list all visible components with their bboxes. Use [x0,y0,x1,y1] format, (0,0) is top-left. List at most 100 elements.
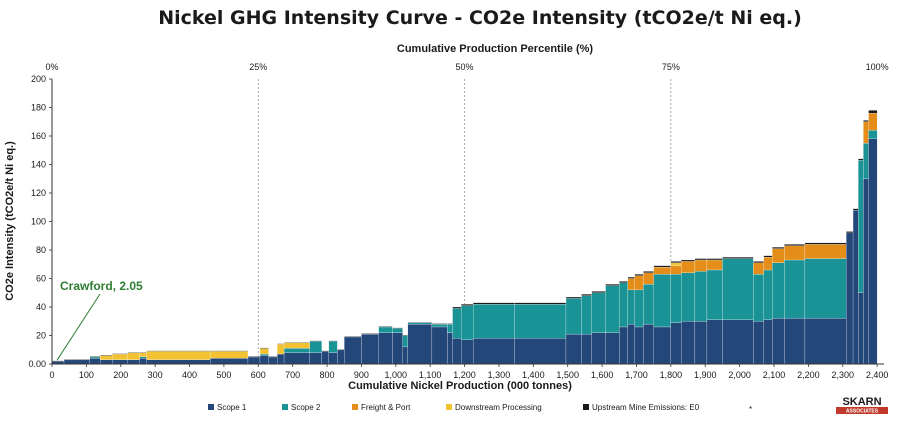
bar-segment-scope1 [763,319,773,365]
bar-segment-scope1 [627,323,635,365]
bar-segment-scope1 [452,338,462,365]
x-tick-label: 200 [113,370,128,380]
bar-segment-scope1 [473,338,515,365]
bar-segment-upstream [452,306,462,309]
bar-segment-scope1 [139,358,147,365]
bar-segment-scope1 [112,359,128,365]
bar-segment-scope1 [378,332,393,365]
bar-segment-scope1 [344,336,362,365]
bar-segment-scope1 [653,326,671,365]
x-tick-label: 1,100 [419,370,442,380]
x2-axis-title: Cumulative Production Percentile (%) [397,43,594,55]
bar-segment-upstream [670,261,682,263]
bar-segment-scope1 [670,322,682,365]
bar-segment-scope1 [772,318,785,365]
y-tick-label: 100 [31,217,46,227]
bar-segment-upstream [259,347,269,349]
bar-segment-downstream [112,353,128,360]
bar-segment-scope1 [784,318,806,365]
bar-segment-scope1 [146,359,211,365]
bar-segment-upstream [321,350,329,352]
bar-segment-scope2 [514,304,567,339]
x-tick-label: 800 [320,370,335,380]
percentile-tick-label: 0% [45,62,58,72]
bar-segment-scope2 [283,348,310,353]
axes [49,78,884,367]
bar-segment-scope1 [753,321,764,365]
bar-segment-downstream [277,343,285,355]
bar-segment-downstream [146,351,211,360]
bar-segment-downstream [139,352,147,358]
bar-segment-upstream [605,284,620,286]
bar-segment-upstream [283,342,310,343]
bar-segment-scope1 [283,352,310,365]
bar-segment-scope2 [605,285,620,333]
bar-segment-scope2 [328,341,338,353]
bar-segment-scope1 [247,356,261,365]
x-tick-label: 1,800 [660,370,683,380]
bar-segment-upstream [407,321,433,323]
y-tick-label: 120 [31,188,46,198]
legend-swatch-upstream [583,404,589,410]
bar-segment-downstream [259,348,269,355]
skarn-logo: SKARN ASSOCIATES [836,396,888,415]
bar-segment-downstream [100,355,113,360]
bar-segment-scope1 [804,318,847,365]
bar-segment-scope1 [868,138,878,365]
bar-segment-freight [804,244,847,259]
bar-segment-upstream [247,356,261,358]
bar-segment-upstream [309,340,323,342]
legend-swatch-scope2 [282,404,288,410]
bar-segment-scope2 [392,328,403,333]
annotation: Crawford, 2.05 [56,279,143,361]
tick-labels: 0% 25% 50% 75% 100% 0.00 20 40 60 80 100 120 140 160 1… [28,62,888,380]
bar-segment-scope2 [259,353,269,356]
bar-segment-scope2 [804,258,847,319]
x-tick-label: 600 [251,370,266,380]
bar-segment-scope2 [139,356,147,359]
annotation-pointer [56,293,101,361]
bar-segment-freight [763,257,773,271]
bar-segment-upstream [146,350,211,352]
bar-segment-scope1 [321,351,329,365]
x-tick-label: 2,400 [866,370,889,380]
bar-segment-scope1 [127,359,140,365]
bar-segment-upstream [89,356,101,358]
bar-segment-upstream [473,302,515,305]
bar-segment-upstream [344,336,362,338]
bar-segment-scope2 [402,335,408,348]
bar-segment-scope2 [431,323,448,328]
bar-segment-scope2 [706,269,723,320]
x-tick-label: 1,900 [694,370,717,380]
bar-segment-freight [863,121,869,144]
logo-sub-text: ASSOCIATES [846,409,879,415]
bar-segment-scope1 [858,292,864,365]
bar-segment-scope2 [581,295,592,335]
bar-segment-scope2 [784,259,806,319]
legend-swatch-freight [352,404,358,410]
legend-swatch-scope1 [208,404,214,410]
bar-segment-scope2 [452,308,462,339]
bar-segment-scope1 [694,321,708,365]
bar-segment-upstream [337,349,345,351]
bar-segment-upstream [784,244,806,246]
bar-segment-upstream [619,281,628,283]
y-tick-label: 20 [36,331,46,341]
bar-segment-upstream [328,340,338,342]
bar-segment-scope2 [863,143,869,179]
x-tick-label: 2,200 [797,370,820,380]
bar-segment-scope2 [473,304,515,339]
bar-segment-upstream [112,353,128,355]
bar-segment-upstream [277,343,285,345]
x-axis-title: Cumulative Nickel Production (000 tonnes… [348,380,572,392]
bar-segment-freight [706,259,723,271]
bar-segment-scope2 [772,262,785,319]
bar-segment-upstream [846,231,854,234]
bar-segment-freight [868,113,878,131]
bar-segment-upstream [210,350,249,352]
bar-segment-upstream [763,255,773,258]
bar-segment-scope2 [565,298,582,335]
bar-segment-scope1 [852,209,859,365]
y-tick-label: 200 [31,74,46,84]
bar-segment-freight [627,278,635,291]
